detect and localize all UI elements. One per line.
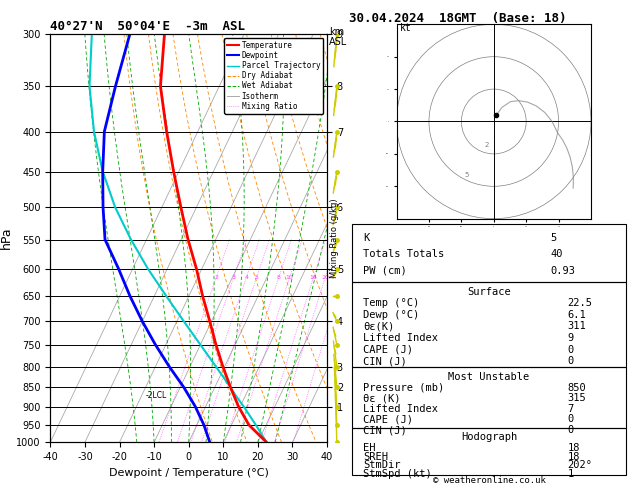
Text: CAPE (J): CAPE (J) <box>363 415 413 424</box>
Bar <box>352 428 626 475</box>
Text: 16: 16 <box>309 275 318 280</box>
Text: 6.1: 6.1 <box>567 310 586 320</box>
Text: 5: 5 <box>465 172 469 177</box>
Text: Mixing Ratio (g/kg): Mixing Ratio (g/kg) <box>330 198 339 278</box>
Text: SREH: SREH <box>363 451 388 462</box>
Text: 2: 2 <box>484 142 489 148</box>
Text: kt: kt <box>400 23 411 33</box>
Text: Totals Totals: Totals Totals <box>363 249 444 259</box>
Text: 5: 5 <box>550 233 557 243</box>
Text: 18: 18 <box>567 443 580 453</box>
Text: km
ASL: km ASL <box>329 27 347 47</box>
Text: PW (cm): PW (cm) <box>363 266 407 276</box>
Text: StmDir: StmDir <box>363 460 401 470</box>
Text: 1: 1 <box>567 469 574 479</box>
Text: Hodograph: Hodograph <box>461 432 517 442</box>
Text: θε (K): θε (K) <box>363 393 401 403</box>
Text: StmSpd (kt): StmSpd (kt) <box>363 469 432 479</box>
Bar <box>352 367 626 428</box>
Text: Lifted Index: Lifted Index <box>363 404 438 414</box>
Bar <box>352 282 626 367</box>
Text: Lifted Index: Lifted Index <box>363 333 438 343</box>
Text: CAPE (J): CAPE (J) <box>363 345 413 355</box>
Text: EH: EH <box>363 443 376 453</box>
X-axis label: Dewpoint / Temperature (°C): Dewpoint / Temperature (°C) <box>109 468 269 478</box>
Text: 40: 40 <box>550 249 563 259</box>
Text: 0: 0 <box>567 356 574 366</box>
Text: CIN (J): CIN (J) <box>363 425 407 435</box>
Text: 9: 9 <box>567 333 574 343</box>
Text: 2: 2 <box>214 275 218 280</box>
Text: 4: 4 <box>245 275 248 280</box>
Text: 311: 311 <box>567 321 586 331</box>
Legend: Temperature, Dewpoint, Parcel Trajectory, Dry Adiabat, Wet Adiabat, Isotherm, Mi: Temperature, Dewpoint, Parcel Trajectory… <box>224 38 323 114</box>
Text: 0: 0 <box>567 425 574 435</box>
Text: -2LCL: -2LCL <box>145 391 167 399</box>
Text: K: K <box>363 233 369 243</box>
Text: 850: 850 <box>567 382 586 393</box>
Text: 8: 8 <box>277 275 281 280</box>
Text: 18: 18 <box>567 451 580 462</box>
Text: 0: 0 <box>567 345 574 355</box>
Text: 0: 0 <box>567 415 574 424</box>
Text: 20: 20 <box>321 275 329 280</box>
Text: 0.93: 0.93 <box>550 266 576 276</box>
Text: Temp (°C): Temp (°C) <box>363 298 420 308</box>
Bar <box>352 224 626 282</box>
Text: θε(K): θε(K) <box>363 321 394 331</box>
Text: CIN (J): CIN (J) <box>363 356 407 366</box>
Text: 315: 315 <box>567 393 586 403</box>
Text: 202°: 202° <box>567 460 593 470</box>
Text: 40°27'N  50°04'E  -3m  ASL: 40°27'N 50°04'E -3m ASL <box>50 20 245 33</box>
Text: 30.04.2024  18GMT  (Base: 18): 30.04.2024 18GMT (Base: 18) <box>349 12 567 25</box>
Text: Most Unstable: Most Unstable <box>448 372 530 382</box>
Text: Dewp (°C): Dewp (°C) <box>363 310 420 320</box>
Text: 3: 3 <box>231 275 236 280</box>
Text: 7: 7 <box>567 404 574 414</box>
Text: 22.5: 22.5 <box>567 298 593 308</box>
Text: Pressure (mb): Pressure (mb) <box>363 382 444 393</box>
Text: 5: 5 <box>255 275 259 280</box>
Text: © weatheronline.co.uk: © weatheronline.co.uk <box>433 476 545 485</box>
Y-axis label: hPa: hPa <box>1 227 13 249</box>
Text: Surface: Surface <box>467 287 511 297</box>
Text: 10: 10 <box>286 275 294 280</box>
